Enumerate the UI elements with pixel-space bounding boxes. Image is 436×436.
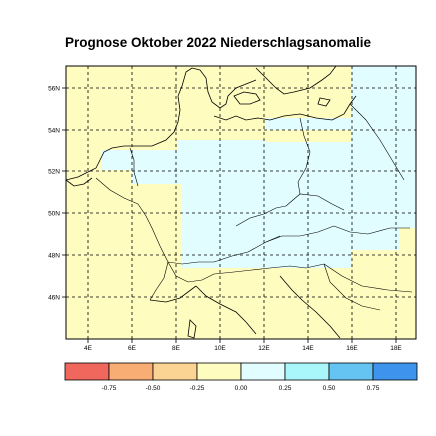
border-de-ch: [167, 261, 214, 265]
colorbar: -0.75 -0.50 -0.25 0.00 0.25 0.50 0.75: [64, 362, 418, 392]
lat-label-48n: 48N: [48, 253, 60, 260]
lat-label-54n: 54N: [48, 128, 60, 135]
colorbar-label-7: 0.75: [367, 385, 380, 392]
lon-label-6e: 6E: [128, 345, 137, 352]
coastline-baltic: [213, 95, 357, 121]
neutral-patch-coast: [136, 100, 178, 140]
colorbar-box-5: [240, 362, 286, 381]
border-sk-hu: [333, 225, 410, 235]
colorbar-box-3: [152, 362, 198, 381]
coastline-danish-islands: [233, 91, 261, 105]
border-pl-east: [349, 103, 405, 181]
map-frame: [65, 65, 417, 340]
colorbar-labels: -0.75 -0.50 -0.25 0.00 0.25 0.50 0.75: [102, 385, 380, 392]
longitude-labels: 4E 6E 8E 10E 12E 14E 16E 18E: [84, 345, 402, 352]
colorbar-box-6: [284, 362, 330, 381]
lon-label-8e: 8E: [172, 345, 181, 352]
anomaly-field: [66, 66, 416, 339]
colorbar-label-4: 0.00: [235, 385, 248, 392]
colorbar-boxes: [64, 362, 418, 381]
positive-anomaly-region: [102, 66, 416, 268]
border-hr-ba: [323, 263, 381, 311]
lat-label-52n: 52N: [48, 169, 60, 176]
coastline-gotland: [317, 97, 331, 107]
axis-ticks: [62, 87, 397, 343]
map-title: Prognose Oktober 2022 Niederschlagsanoma…: [64, 35, 372, 50]
lon-label-4e: 4E: [84, 345, 93, 352]
coastline-adriatic: [279, 275, 341, 339]
borders: [95, 103, 413, 311]
lat-label-50n: 50N: [48, 211, 60, 218]
colorbar-box-2: [108, 362, 154, 381]
colorbar-label-1: -0.75: [102, 385, 117, 392]
neutral-patch-poland: [222, 118, 266, 140]
border-be-fr: [95, 177, 139, 205]
neutral-patch-east: [265, 130, 351, 142]
coastline-north-sea: [65, 67, 201, 181]
lat-label-56n: 56N: [48, 86, 60, 93]
border-cz-pl: [285, 193, 345, 211]
lon-label-14e: 14E: [302, 345, 314, 352]
latitude-labels: 56N 54N 52N 50N 48N 46N: [48, 86, 60, 302]
colorbar-label-5: 0.25: [279, 385, 292, 392]
border-at-si: [269, 263, 325, 269]
colorbar-label-3: -0.25: [190, 385, 205, 392]
lon-label-18e: 18E: [390, 345, 402, 352]
lat-label-46n: 46N: [48, 295, 60, 302]
coastlines: [65, 65, 357, 339]
coastline-jutland: [199, 69, 257, 109]
neutral-patch-north: [178, 66, 222, 118]
coastline-sweden: [255, 65, 337, 95]
lon-label-16e: 16E: [346, 345, 358, 352]
coastline-italy-west: [195, 285, 257, 335]
colorbar-box-8: [372, 362, 418, 381]
border-nl-de: [129, 147, 139, 187]
border-ch-it: [167, 261, 215, 283]
lon-label-10e: 10E: [214, 345, 226, 352]
coastline-ligurian: [149, 285, 197, 303]
border-de-cz: [235, 205, 287, 227]
border-fr-de: [137, 203, 169, 263]
colorbar-label-6: 0.50: [323, 385, 336, 392]
colorbar-box-7: [328, 362, 374, 381]
colorbar-label-2: -0.50: [146, 385, 161, 392]
lon-label-12e: 12E: [258, 345, 270, 352]
graticule: [66, 66, 416, 339]
coastline-corsica: [187, 319, 197, 339]
colorbar-box-4: [196, 362, 242, 381]
border-cz-at: [265, 225, 335, 243]
border-fr-it: [149, 261, 169, 301]
neutral-patch-baltic: [222, 98, 352, 118]
border-at-it: [213, 267, 271, 275]
colorbar-box-1: [64, 362, 110, 381]
border-de-pl: [297, 117, 311, 195]
